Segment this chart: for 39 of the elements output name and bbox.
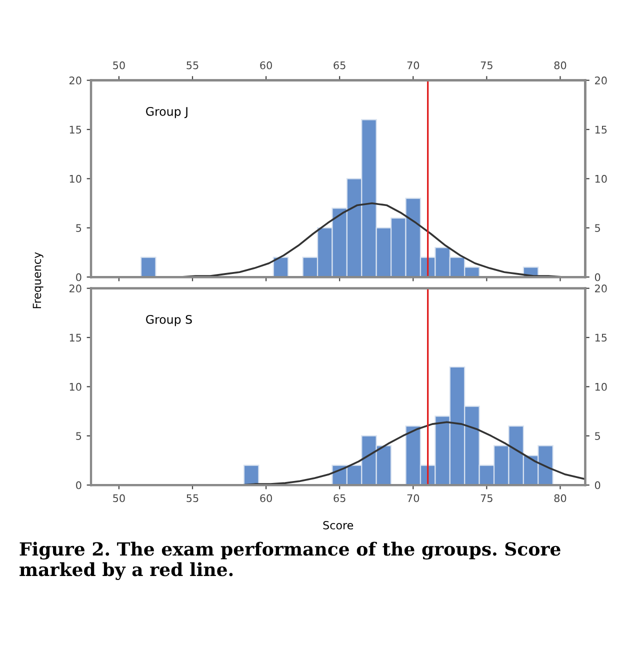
y2-tick-label: 5 [595,224,600,232]
x-tick-label: 80 [554,494,566,502]
x-tick-label: 70 [407,494,420,502]
y2-tick-label: 15 [595,334,607,342]
y-tick-label: 10 [70,174,82,183]
annotation: Group J [146,106,188,118]
y-tick-label: 20 [69,284,82,292]
x2-tick-label: 55 [186,62,198,70]
x2-tick-label: 70 [407,61,420,70]
y2-tick-label: 0 [594,273,600,282]
x-tick-label: 60 [260,494,272,502]
y-axis-title: Frequency [32,252,44,308]
x-tick-label: 50 [113,494,125,502]
annotation: Group S [146,314,192,326]
y-tick-label: 15 [70,126,82,134]
x-axis-title: Score [323,521,354,530]
y2-tick-label: 10 [595,382,607,391]
y-tick-label: 0 [76,481,82,490]
y2-tick-label: 5 [595,432,600,440]
x2-tick-label: 60 [260,61,272,70]
y2-tick-label: 20 [595,284,607,292]
y2-tick-label: 10 [595,174,607,183]
x2-tick-label: 50 [113,61,125,70]
x-tick-label: 75 [480,494,492,502]
y2-tick-label: 0 [594,481,600,490]
y-tick-label: 5 [76,224,82,232]
caption: Figure 2. The exam performance of the groups. Score marked by a red line. [20,542,560,580]
y-tick-label: 15 [70,334,82,342]
y2-tick-label: 20 [595,76,607,84]
x2-tick-label: 75 [480,62,492,70]
x-tick-label: 65 [334,494,346,502]
x2-tick-label: 80 [554,61,566,70]
y-tick-label: 20 [69,76,82,84]
x-tick-label: 55 [186,494,198,502]
y2-tick-label: 15 [595,126,607,134]
y-tick-label: 0 [76,273,82,282]
x2-tick-label: 65 [334,61,346,70]
y-tick-label: 5 [76,432,82,440]
y-tick-label: 10 [70,382,82,391]
